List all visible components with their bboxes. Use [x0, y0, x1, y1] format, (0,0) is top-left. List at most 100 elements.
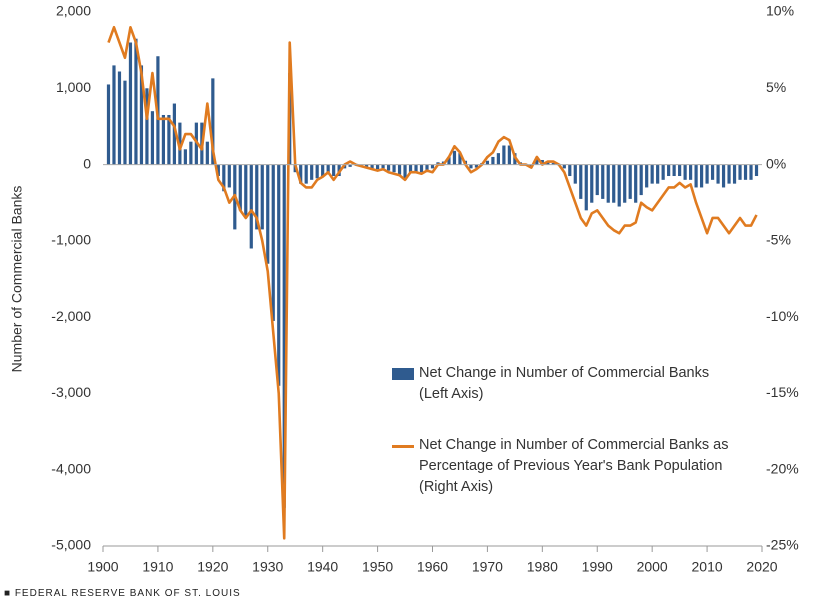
bar [112, 65, 116, 165]
bar [667, 164, 671, 177]
bar [304, 164, 308, 184]
legend-swatch [392, 445, 414, 448]
bar [727, 164, 731, 184]
bar [617, 164, 621, 207]
bar [535, 158, 539, 165]
bar [689, 164, 693, 180]
bar [332, 164, 336, 177]
bar [683, 164, 687, 180]
x-tick-label: 2020 [746, 559, 777, 575]
source-text: FEDERAL RESERVE BANK OF ST. LOUIS [14, 588, 241, 599]
bar [694, 164, 698, 188]
y-tick-label: 0 [83, 155, 91, 171]
bar [260, 164, 264, 230]
bar [183, 149, 187, 165]
y2-tick-label: -15% [766, 384, 799, 400]
x-tick-label: 1900 [87, 559, 118, 575]
bar [134, 38, 138, 165]
source: ■ FEDERAL RESERVE BANK OF ST. LOUIS [4, 588, 241, 599]
bar [672, 164, 676, 177]
x-tick-label: 1970 [472, 559, 503, 575]
bar [738, 164, 742, 180]
bar [145, 88, 149, 165]
bar [282, 164, 286, 508]
bar [639, 164, 643, 196]
bar [568, 164, 572, 177]
bar [386, 164, 391, 171]
bar [271, 164, 275, 321]
legend-item: Net Change in Number of Commercial Banks… [392, 435, 739, 498]
bar [123, 80, 127, 165]
bar [661, 164, 665, 180]
bar [414, 164, 418, 172]
bar [623, 164, 627, 203]
bar [579, 164, 583, 199]
y2-tick-label: 10% [766, 3, 794, 19]
bar [315, 164, 319, 179]
bar [447, 156, 451, 165]
bar [430, 164, 435, 169]
bar [754, 164, 759, 177]
y2-tick-label: -5% [766, 232, 791, 248]
bar [348, 164, 352, 167]
bar [452, 150, 457, 165]
y2-tick-label: -10% [766, 308, 799, 324]
bar [496, 153, 500, 165]
y-tick-label: -3,000 [51, 384, 91, 400]
bar [601, 164, 605, 199]
x-tick-label: 2010 [692, 559, 723, 575]
bar [408, 164, 413, 173]
bar [485, 160, 490, 165]
bar [650, 164, 654, 184]
y-tick-label: -1,000 [51, 232, 91, 248]
bar [205, 141, 209, 165]
bar [612, 164, 616, 203]
bar [150, 111, 155, 165]
bar [584, 164, 588, 211]
bar [117, 71, 122, 165]
bar [375, 164, 380, 170]
bar [167, 114, 171, 165]
x-tick-label: 1950 [362, 559, 393, 575]
bar [562, 164, 566, 169]
bar [595, 164, 599, 196]
bar [277, 164, 281, 386]
bar [732, 164, 737, 184]
bar [474, 164, 479, 168]
y-axis-label: Number of Commercial Banks [9, 186, 25, 373]
bar [425, 164, 429, 170]
y-tick-label: -2,000 [51, 308, 91, 324]
bar [458, 153, 462, 165]
source-icon: ■ [4, 588, 15, 599]
bar [222, 164, 226, 192]
bar [392, 164, 396, 173]
bar [370, 164, 374, 169]
legend-swatch [392, 368, 414, 380]
bar [749, 164, 753, 180]
bar [128, 42, 133, 165]
x-tick-label: 1980 [527, 559, 558, 575]
y-tick-label: 1,000 [56, 79, 91, 95]
bar [326, 164, 330, 173]
bar [266, 164, 270, 264]
x-tick-label: 1940 [307, 559, 338, 575]
bar [321, 164, 325, 177]
y2-tick-label: 0% [766, 155, 786, 171]
x-tick-label: 1990 [582, 559, 613, 575]
y2-tick-label: -25% [766, 537, 799, 553]
bar [721, 164, 726, 188]
bar [227, 164, 231, 188]
bar [507, 145, 511, 165]
bar [710, 164, 715, 180]
bar [397, 164, 402, 175]
bar [211, 78, 215, 165]
bar [705, 164, 709, 184]
bar [310, 164, 314, 180]
bar [172, 103, 176, 165]
bar [469, 164, 473, 169]
y-tick-label: -5,000 [51, 537, 91, 553]
y2-tick-label: 5% [766, 79, 786, 95]
x-tick-label: 1910 [142, 559, 173, 575]
legend-label: Net Change in Number of Commercial Banks… [419, 437, 729, 495]
